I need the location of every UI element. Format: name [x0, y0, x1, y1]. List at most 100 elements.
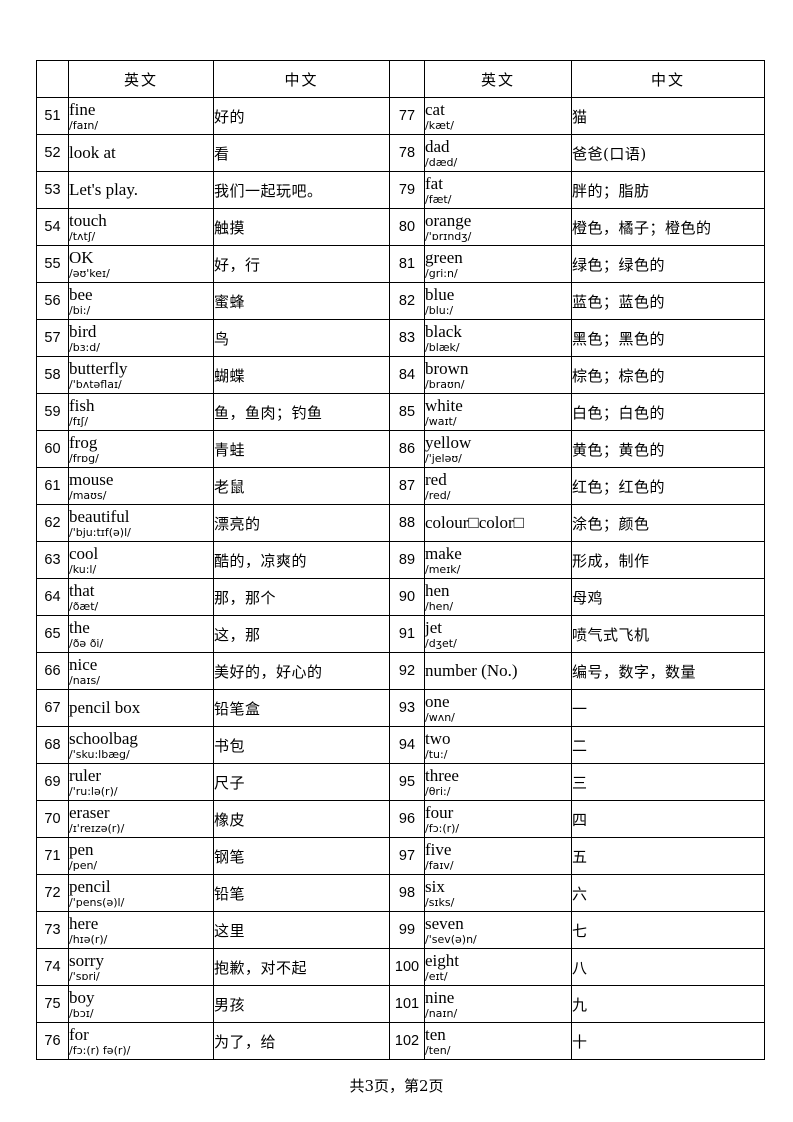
phonetic-transcription: /'pens(ə)l/: [69, 895, 125, 909]
phonetic-transcription: /eɪt/: [425, 969, 448, 983]
english-word: number (No.): [425, 661, 518, 680]
chinese-meaning: 八: [571, 948, 765, 986]
english-word: eight: [425, 950, 460, 970]
row-number: 95: [389, 763, 425, 801]
row-number: 67: [36, 689, 69, 727]
chinese-meaning: 铅笔: [213, 874, 390, 912]
row-number: 58: [36, 356, 69, 394]
page-footer: 共3页，第2页: [349, 1077, 444, 1095]
chinese-meaning: 三: [571, 763, 765, 801]
row-number: 66: [36, 652, 69, 690]
english-word: one: [425, 691, 450, 711]
phonetic-transcription: /gri:n/: [425, 266, 458, 280]
english-word: cool: [69, 543, 99, 563]
chinese-meaning: 棕色；棕色的: [571, 356, 765, 394]
chinese-meaning: 好的: [213, 97, 390, 135]
chinese-meaning: 抱歉，对不起: [213, 948, 390, 986]
english-word: here: [69, 913, 99, 933]
chinese-meaning: 鱼，鱼肉；钓鱼: [213, 393, 390, 431]
english-word: eraser: [69, 802, 110, 822]
phonetic-transcription: /'bʌtəflaɪ/: [69, 377, 122, 391]
chinese-meaning: 二: [571, 726, 765, 764]
table-row: 56 bee/bi:/蜜蜂 82 blue/blu:/蓝色；蓝色的: [36, 282, 765, 320]
vocab-table: 英文 中文 英文 中文 51 fine/faɪn/好的 77 cat/kæt/猫 52 look …: [36, 60, 765, 1060]
english-word: bee: [69, 284, 93, 304]
corner-cell-left: [36, 60, 69, 98]
english-cell: beautiful/'bju:tɪf(ə)l/: [68, 504, 214, 542]
table-row: 55 OK/əʊ'keɪ/好，行 81 green/gri:n/绿色；绿色的: [36, 245, 765, 283]
english-word: fat: [425, 173, 443, 193]
phonetic-transcription: /bɜ:d/: [69, 340, 100, 354]
chinese-meaning: 我们一起玩吧。: [213, 171, 390, 209]
row-number: 81: [389, 245, 425, 283]
english-cell: hen/hen/: [424, 578, 572, 616]
english-word: orange: [425, 210, 472, 230]
english-cell: eraser/ɪ'reɪzə(r)/: [68, 800, 214, 838]
phonetic-transcription: /hen/: [425, 599, 454, 613]
phonetic-transcription: /fɔ:(r)/: [425, 821, 460, 835]
phonetic-transcription: /əʊ'keɪ/: [69, 266, 110, 280]
row-number: 93: [389, 689, 425, 727]
phonetic-transcription: /red/: [425, 488, 451, 502]
row-number: 100: [389, 948, 425, 986]
chinese-meaning: 好，行: [213, 245, 390, 283]
table-row: 74 sorry/'sɒri/抱歉，对不起 100 eight/eɪt/八: [36, 948, 765, 986]
chinese-meaning: 红色；红色的: [571, 467, 765, 505]
column-header-english-right: 英文: [424, 60, 572, 98]
chinese-meaning: 形成，制作: [571, 541, 765, 579]
row-number: 51: [36, 97, 69, 135]
row-number: 101: [389, 985, 425, 1023]
row-number: 79: [389, 171, 425, 209]
english-word: touch: [69, 210, 107, 230]
row-number: 53: [36, 171, 69, 209]
row-number: 99: [389, 911, 425, 949]
phonetic-transcription: /faɪn/: [69, 118, 99, 132]
english-word: fish: [69, 395, 95, 415]
table-row: 68 schoolbag/'sku:lbæg/书包 94 two/tu:/二: [36, 726, 765, 764]
english-cell: red/red/: [424, 467, 572, 505]
phonetic-transcription: /'ru:lə(r)/: [69, 784, 118, 798]
row-number: 98: [389, 874, 425, 912]
english-word: Let's play.: [69, 180, 139, 199]
english-word: frog: [69, 432, 98, 452]
english-cell: for/fɔ:(r) fə(r)/: [68, 1022, 214, 1060]
phonetic-transcription: /maʊs/: [69, 488, 107, 502]
english-cell: dad/dæd/: [424, 134, 572, 172]
english-cell: pencil box: [68, 689, 214, 727]
english-cell: orange/'ɒrɪndʒ/: [424, 208, 572, 246]
english-word: the: [69, 617, 90, 637]
chinese-meaning: 青蛙: [213, 430, 390, 468]
table-row: 54 touch/tʌtʃ/触摸 80 orange/'ɒrɪndʒ/橙色，橘子；橙色…: [36, 208, 765, 246]
english-cell: butterfly/'bʌtəflaɪ/: [68, 356, 214, 394]
table-row: 72 pencil/'pens(ə)l/铅笔 98 six/sɪks/六: [36, 874, 765, 912]
phonetic-transcription: /waɪt/: [425, 414, 457, 428]
phonetic-transcription: /bɔɪ/: [69, 1006, 94, 1020]
row-number: 80: [389, 208, 425, 246]
english-word: colour□color□: [425, 513, 524, 532]
table-row: 64 that/ðæt/那，那个 90 hen/hen/母鸡: [36, 578, 765, 616]
chinese-meaning: 那，那个: [213, 578, 390, 616]
row-number: 74: [36, 948, 69, 986]
english-cell: ruler/'ru:lə(r)/: [68, 763, 214, 801]
english-word: OK: [69, 247, 94, 267]
english-word: seven: [425, 913, 464, 933]
english-word: bird: [69, 321, 97, 341]
phonetic-transcription: /faɪv/: [425, 858, 454, 872]
row-number: 92: [389, 652, 425, 690]
chinese-meaning: 这，那: [213, 615, 390, 653]
phonetic-transcription: /'sku:lbæg/: [69, 747, 130, 761]
table-row: 67 pencil box 铅笔盒 93 one/wʌn/一: [36, 689, 765, 727]
table-row: 63 cool/ku:l/酷的，凉爽的 89 make/meɪk/形成，制作: [36, 541, 765, 579]
row-number: 76: [36, 1022, 69, 1060]
chinese-meaning: 六: [571, 874, 765, 912]
english-cell: cat/kæt/: [424, 97, 572, 135]
chinese-meaning: 母鸡: [571, 578, 765, 616]
english-cell: touch/tʌtʃ/: [68, 208, 214, 246]
english-cell: bird/bɜ:d/: [68, 319, 214, 357]
chinese-meaning: 十: [571, 1022, 765, 1060]
chinese-meaning: 橡皮: [213, 800, 390, 838]
table-row: 53 Let's play. 我们一起玩吧。 79 fat/fæt/胖的；脂肪: [36, 171, 765, 209]
english-word: that: [69, 580, 95, 600]
english-cell: fine/faɪn/: [68, 97, 214, 135]
english-cell: OK/əʊ'keɪ/: [68, 245, 214, 283]
